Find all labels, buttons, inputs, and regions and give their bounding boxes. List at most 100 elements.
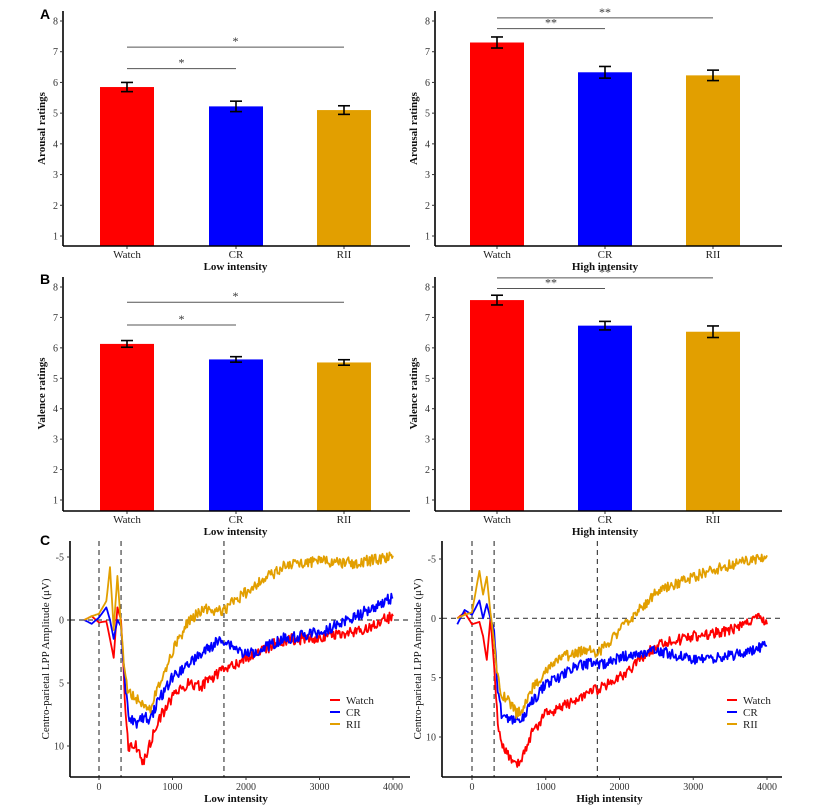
significance-label: ** — [599, 5, 611, 19]
x-axis-title: High intensity — [576, 793, 643, 805]
bar-cr — [209, 359, 263, 511]
series-line-cr — [456, 599, 768, 725]
y-tick-label: 10 — [54, 742, 64, 753]
series-line-rii — [83, 551, 394, 714]
x-tick-label-watch: Watch — [483, 249, 511, 261]
x-axis-title: Low intensity — [204, 261, 268, 273]
y-tick-label: 2 — [425, 201, 430, 212]
error-bar-watch — [121, 339, 133, 349]
x-tick-label-rii: RII — [337, 514, 352, 526]
x-tick-label-rii: RII — [337, 249, 352, 261]
x-tick-label-cr: CR — [229, 514, 244, 526]
bar-watch — [470, 42, 524, 246]
y-tick-label: 8 — [53, 283, 58, 294]
panel-letter: C — [40, 532, 50, 548]
y-tick-label: 6 — [425, 78, 430, 89]
y-tick-label: 3 — [53, 170, 58, 181]
x-axis-title: High intensity — [572, 526, 639, 538]
y-tick-label: 5 — [425, 109, 430, 120]
error-bar-watch — [491, 294, 503, 306]
significance-label: * — [179, 312, 185, 326]
y-tick-label: 1 — [53, 496, 58, 507]
error-bar-cr — [599, 65, 611, 79]
y-tick-label: 5 — [431, 673, 436, 684]
bar-rii — [686, 75, 740, 246]
x-tick-label: 2000 — [236, 782, 256, 793]
bar-rii — [317, 362, 371, 511]
series-line-rii — [456, 553, 768, 719]
x-tick-label: 3000 — [310, 782, 330, 793]
error-bar-cr — [230, 100, 242, 113]
bar-cr — [578, 72, 632, 247]
y-tick-label: 3 — [425, 170, 430, 181]
y-tick-label: 4 — [53, 404, 58, 415]
y-tick-label: 7 — [425, 47, 430, 58]
y-tick-label: 4 — [53, 139, 58, 150]
y-tick-label: 3 — [53, 435, 58, 446]
y-axis-title: Arousal ratings — [36, 91, 48, 165]
x-tick-label: 0 — [470, 782, 475, 793]
x-tick-label-watch: Watch — [113, 514, 141, 526]
panel-letter: A — [40, 6, 50, 22]
x-tick-label: 3000 — [683, 782, 703, 793]
y-tick-label: 7 — [53, 47, 58, 58]
legend-label-watch: Watch — [346, 695, 374, 707]
significance-label: ** — [545, 16, 557, 30]
legend-label-rii: RII — [346, 719, 361, 731]
y-tick-label: 7 — [425, 313, 430, 324]
error-bar-rii — [338, 358, 350, 367]
x-tick-label-cr: CR — [229, 249, 244, 261]
significance-label: * — [179, 56, 185, 70]
chart-C-low: 0 1000 2000 3000 4000 -5 0 5 10 Low intensity Cent… — [40, 532, 410, 805]
series-line-cr — [83, 592, 394, 729]
bar-watch — [100, 87, 154, 247]
y-tick-label: -5 — [428, 555, 436, 566]
significance-label: * — [233, 34, 239, 48]
error-bar-watch — [491, 36, 503, 49]
y-tick-label: -5 — [56, 553, 64, 564]
y-tick-label: 0 — [431, 614, 436, 625]
x-tick-label: 4000 — [757, 782, 777, 793]
series-line-watch — [83, 606, 394, 766]
x-axis-title: High intensity — [572, 261, 639, 273]
legend-label-cr: CR — [743, 707, 758, 719]
y-tick-label: 2 — [53, 465, 58, 476]
chart-C-high: 0 1000 2000 3000 4000 -5 0 5 10 High intensity Cen… — [412, 541, 782, 805]
y-tick-label: 0 — [59, 616, 64, 627]
x-axis-title: Low intensity — [204, 793, 268, 805]
y-tick-label: 8 — [53, 17, 58, 28]
x-tick-label: 4000 — [383, 782, 403, 793]
bar-watch — [100, 343, 154, 511]
y-tick-label: 5 — [53, 109, 58, 120]
error-bar-rii — [707, 69, 719, 82]
panel-letter: B — [40, 271, 50, 287]
y-axis-title: Valence ratings — [36, 357, 48, 430]
chart-A-low: Watch CR RII 1 2 3 4 5 6 7 8 Low intensity Arousal r… — [36, 6, 410, 273]
y-tick-label: 5 — [59, 679, 64, 690]
y-axis-title: Arousal ratings — [408, 91, 420, 165]
x-tick-label-cr: CR — [598, 249, 613, 261]
y-tick-label: 5 — [53, 374, 58, 385]
y-tick-label: 1 — [425, 232, 430, 243]
x-tick-label-watch: Watch — [483, 514, 511, 526]
x-tick-label: 0 — [97, 782, 102, 793]
y-axis-title: Centro-parietal LPP Amplitude (μV) — [412, 578, 424, 739]
bar-rii — [317, 110, 371, 246]
chart-A-high: Watch CR RII 1 2 3 4 5 6 7 8 High intensity Arousal … — [408, 5, 782, 273]
error-bar-rii — [338, 104, 350, 116]
error-bar-cr — [230, 355, 242, 363]
series-line-watch — [456, 611, 768, 768]
significance-label: ** — [599, 265, 611, 279]
y-tick-label: 8 — [425, 17, 430, 28]
bar-watch — [470, 300, 524, 511]
y-tick-label: 6 — [53, 78, 58, 89]
x-tick-label-watch: Watch — [113, 249, 141, 261]
bar-cr — [578, 325, 632, 511]
y-tick-label: 4 — [425, 404, 430, 415]
x-tick-label: 2000 — [610, 782, 630, 793]
y-tick-label: 1 — [53, 232, 58, 243]
y-tick-label: 6 — [425, 343, 430, 354]
x-axis-title: Low intensity — [204, 526, 268, 538]
y-tick-label: 5 — [425, 374, 430, 385]
